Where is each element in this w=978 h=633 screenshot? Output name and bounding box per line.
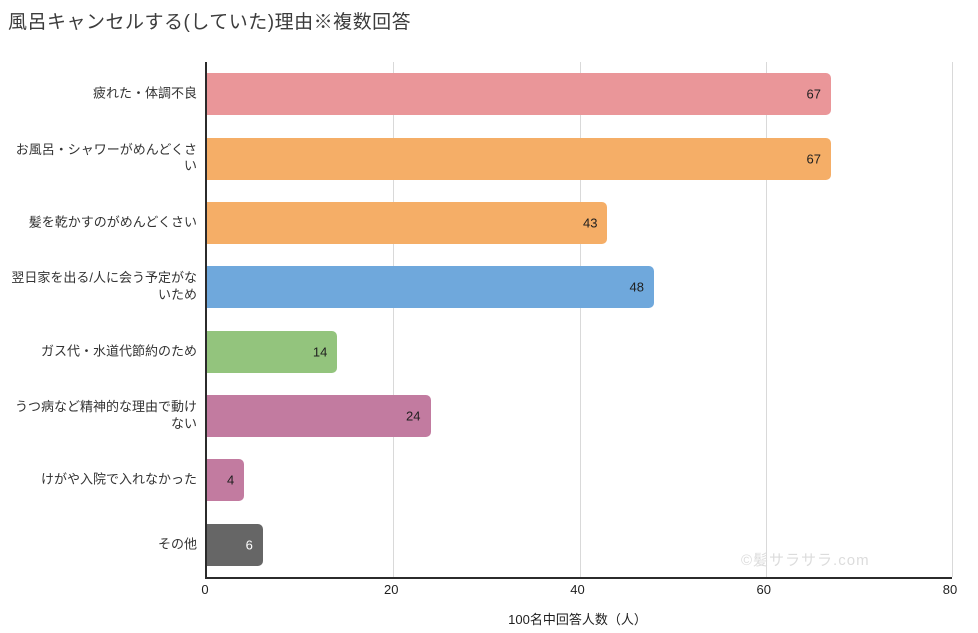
bar-value-label: 48: [629, 279, 644, 295]
x-tick-label: 80: [942, 582, 958, 597]
plot-area: 疲れた・体調不良 67 お風呂・シャワーがめんどくさい 67 髪を乾かすのがめんどくさい…: [11, 62, 953, 579]
x-axis-ticks: 0 20 40 60 80: [201, 582, 957, 600]
bar-row: 髪を乾かすのがめんどくさい 43: [29, 191, 952, 255]
gridline-80: [952, 62, 953, 577]
bar-row: お風呂・シャワーがめんどくさい 67: [16, 126, 952, 190]
x-tick-label: 40: [570, 582, 585, 597]
bar-row: その他 6: [158, 513, 952, 577]
category-label: ガス代・水道代節約のため: [40, 343, 197, 359]
category-label: うつ病など精神的な理由で動けない: [14, 399, 197, 431]
category-label: けがや入院で入れなかった: [40, 471, 197, 487]
bar: 48: [207, 266, 654, 309]
bar: 14: [207, 330, 338, 373]
gridline-40: [579, 62, 581, 577]
bar: 67: [207, 73, 831, 116]
x-tick-label: 0: [201, 582, 209, 597]
x-tick-label: 60: [756, 582, 771, 597]
bar-value-label: 67: [806, 86, 821, 102]
x-axis-title: 100名中回答人数（人）: [508, 612, 647, 627]
bar: 4: [207, 459, 245, 502]
x-tick-label: 20: [384, 582, 399, 597]
category-label: 翌日家を出る/人に会う予定がないため: [11, 270, 197, 303]
bar: 43: [207, 201, 608, 244]
category-label: その他: [157, 536, 197, 552]
bar: 67: [207, 137, 831, 180]
bar-value-label: 6: [245, 537, 253, 553]
watermark: ©髪サラサラ.com: [741, 552, 870, 569]
gridlines: [207, 62, 953, 577]
bar-row: 疲れた・体調不良 67: [93, 62, 952, 126]
gridline-60: [765, 62, 767, 577]
bars-container: 疲れた・体調不良 67 お風呂・シャワーがめんどくさい 67 髪を乾かすのがめんどくさい…: [11, 62, 952, 577]
gridline-20: [393, 62, 395, 577]
bar-row: ガス代・水道代節約のため 14: [41, 319, 952, 383]
bar-value-label: 43: [582, 215, 598, 231]
bar-row: けがや入院で入れなかった 4: [41, 448, 952, 512]
bar-value-label: 24: [406, 408, 421, 424]
bar-value-label: 14: [312, 344, 328, 360]
bar-value-label: 67: [806, 151, 821, 167]
bar: 24: [207, 394, 431, 437]
bar-row: 翌日家を出る/人に会う予定がないため 48: [11, 255, 952, 319]
bar-value-label: 4: [227, 472, 235, 488]
chart-title: 風呂キャンセルする(していた)理由※複数回答: [8, 12, 412, 33]
category-label: 髪を乾かすのがめんどくさい: [28, 214, 197, 230]
category-label: お風呂・シャワーがめんどくさい: [15, 141, 197, 174]
bar: 6: [207, 523, 263, 566]
bar-row: うつ病など精神的な理由で動けない 24: [15, 384, 952, 448]
category-label: 疲れた・体調不良: [92, 85, 197, 101]
